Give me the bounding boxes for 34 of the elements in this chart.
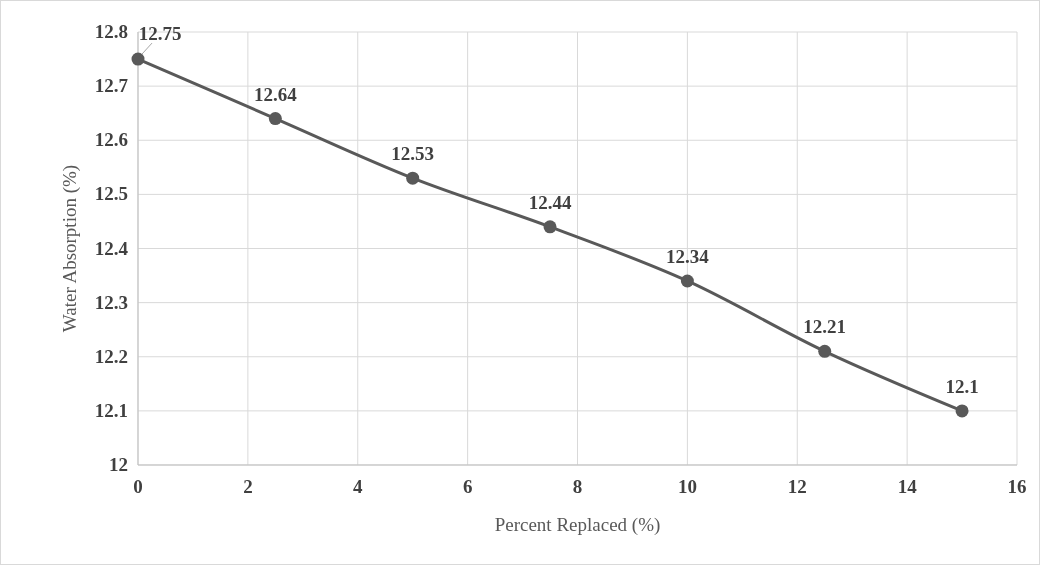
point bbox=[818, 344, 832, 358]
y-tick-label: 12.4 bbox=[94, 237, 129, 259]
x-axis-title: Percent Replaced (%) bbox=[494, 514, 661, 536]
point bbox=[955, 404, 969, 418]
data-label: 12.21 bbox=[803, 316, 847, 338]
x-tick-label: 14 bbox=[897, 476, 918, 497]
x-tick-label: 0 bbox=[133, 476, 143, 497]
x-tick-label: 10 bbox=[677, 476, 697, 497]
x-tick-label: 2 bbox=[243, 476, 253, 497]
data-label: 12.34 bbox=[666, 245, 710, 267]
y-tick-label: 12.2 bbox=[94, 345, 128, 367]
y-tick-label: 12.7 bbox=[94, 75, 129, 97]
x-tick-label: 4 bbox=[353, 476, 363, 497]
data-label: 12.44 bbox=[528, 191, 572, 213]
x-tick-label: 16 bbox=[1007, 476, 1027, 497]
point bbox=[131, 52, 145, 66]
point bbox=[680, 274, 694, 288]
data-label: 12.64 bbox=[253, 83, 298, 105]
x-tick-label: 8 bbox=[572, 476, 583, 497]
y-tick-label: 12.1 bbox=[94, 399, 128, 421]
data-label: 12.75 bbox=[138, 23, 182, 45]
y-tick-label: 12.3 bbox=[94, 291, 128, 313]
x-tick-label: 12 bbox=[787, 476, 807, 497]
x-tick-label: 6 bbox=[462, 476, 473, 497]
data-label: 12.53 bbox=[391, 143, 435, 165]
y-tick-label: 12.6 bbox=[94, 129, 128, 151]
data-label: 12.1 bbox=[945, 375, 979, 397]
point bbox=[268, 112, 282, 126]
y-tick-label: 12.5 bbox=[94, 183, 128, 205]
point bbox=[543, 220, 557, 234]
y-tick-label: 12.8 bbox=[94, 21, 128, 42]
y-axis-title: Water Absorption (%) bbox=[59, 164, 81, 333]
y-tick-label: 12 bbox=[109, 454, 128, 475]
point bbox=[406, 171, 420, 185]
